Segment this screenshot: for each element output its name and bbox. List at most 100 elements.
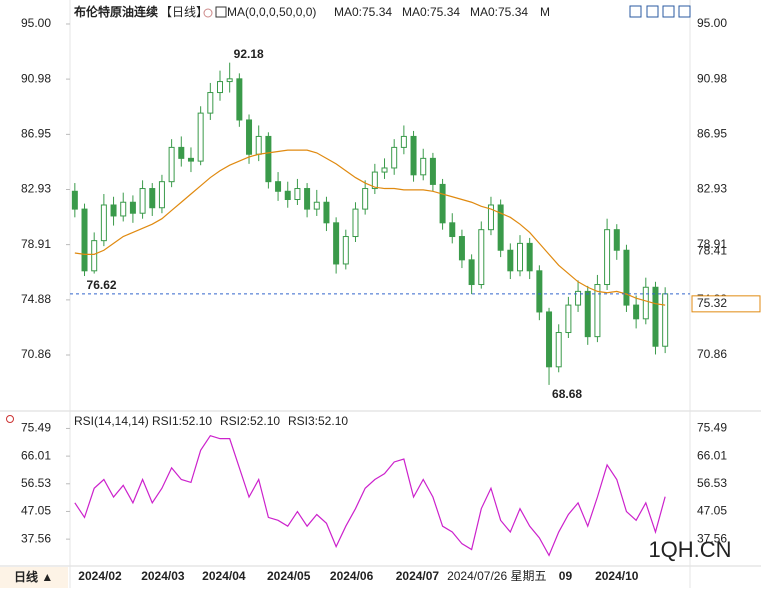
candle-body (381, 167, 388, 173)
last-price-box (691, 295, 761, 313)
period-button[interactable]: 日线 ▲ (14, 569, 53, 584)
y-tick-label: 47.05 (21, 504, 51, 518)
candle-body (371, 171, 378, 190)
ma-label: 78.41 (697, 244, 727, 258)
icon[interactable] (629, 5, 642, 18)
candle-body (304, 188, 311, 210)
icon[interactable] (662, 5, 675, 18)
candle-body (81, 208, 88, 272)
x-tick-label: 2024/02 (78, 569, 122, 583)
indicator: RSI(14,14,14) (74, 414, 149, 428)
legend-item: MA0:75.34 (402, 5, 460, 19)
candle-body (158, 181, 165, 209)
y-tick-label: 95.00 (21, 16, 51, 30)
legend-item: MA0:75.34 (334, 5, 392, 19)
candle-body (120, 201, 127, 217)
candle-body (468, 259, 475, 286)
x-tick-label: 2024/05 (267, 569, 311, 583)
candle-body (584, 290, 591, 338)
y-tick-label-right: 37.56 (697, 531, 727, 545)
y-tick-label-right: 95.00 (697, 16, 727, 30)
candle-body (487, 204, 494, 231)
candle-body (313, 201, 320, 210)
candle-body (284, 190, 291, 201)
candle-body (71, 190, 78, 210)
min-label: 68.68 (552, 387, 582, 401)
candle-body (536, 270, 543, 313)
y-tick-label: 70.86 (21, 347, 51, 361)
icon[interactable] (646, 5, 659, 18)
max-label: 92.18 (234, 47, 264, 61)
candle-body (187, 157, 194, 162)
candle-body (91, 240, 98, 272)
candle-body (207, 92, 214, 114)
candle-body (420, 157, 427, 176)
candle-body (555, 332, 562, 368)
candle-body (507, 249, 514, 272)
add-icon[interactable] (203, 8, 213, 18)
x-tick-label: 09 (559, 569, 573, 583)
toolbar-icons[interactable] (629, 5, 691, 18)
candle-body (429, 157, 436, 185)
last-price-label: 75.32 (697, 296, 727, 310)
y-tick-label: 74.88 (21, 292, 51, 306)
candle-body (623, 249, 630, 306)
candle-body (246, 119, 253, 155)
candle-body (129, 201, 136, 214)
candle-body (149, 188, 156, 209)
candle-body (168, 146, 175, 183)
candle-body (517, 242, 523, 272)
candle-body (265, 135, 272, 183)
candle-body (652, 286, 659, 347)
y-tick-label: 78.91 (21, 237, 51, 251)
candle-body (449, 222, 456, 238)
candle-body (458, 236, 465, 261)
legend-item: RSI3:52.10 (288, 414, 348, 428)
cursor-label-bg (450, 568, 543, 586)
icon[interactable] (678, 5, 691, 18)
candle-body (362, 188, 369, 210)
period-button-bg[interactable] (0, 567, 68, 588)
ma-icon (215, 6, 227, 18)
period: 【日线】 (160, 5, 208, 19)
candle-body (662, 293, 669, 347)
y-tick-label: 90.98 (21, 71, 51, 85)
y-tick-label-right: 86.95 (697, 127, 727, 141)
candle-body (642, 286, 649, 320)
candle-body (613, 229, 620, 251)
candle-body (439, 183, 446, 224)
y-tick-label: 66.01 (21, 448, 51, 462)
min-label: 76.62 (87, 278, 117, 292)
legend-item: MA0:75.34 (470, 5, 528, 19)
legend-item: M (540, 5, 550, 19)
candle-body (526, 242, 533, 272)
candle-body (410, 135, 417, 176)
y-tick-label-right: 82.93 (697, 182, 727, 196)
candle-body (604, 229, 611, 286)
candle-body (323, 201, 330, 224)
x-tick-label: 2024/07 (396, 569, 440, 583)
candle-body (575, 290, 582, 306)
candle-body (478, 229, 485, 286)
candle-body (110, 204, 117, 217)
legend-item: RSI1:52.10 (152, 414, 212, 428)
y-tick-label: 86.95 (21, 127, 51, 141)
x-tick-label: 2024/06 (330, 569, 374, 583)
x-tick-label: 2024/04 (202, 569, 246, 583)
y-tick-label-right: 78.91 (697, 237, 727, 251)
candle-body (352, 208, 359, 238)
rsi-line (74, 435, 666, 557)
candle-body (217, 81, 223, 94)
candle-body (100, 204, 107, 242)
candle-body (139, 188, 146, 214)
candle-body (546, 311, 553, 368)
y-tick-label: 56.53 (21, 476, 51, 490)
candle-body (178, 146, 185, 159)
candle-body (197, 112, 204, 162)
candle-body (342, 236, 349, 265)
candle-body (391, 146, 398, 169)
rsi-icon (6, 415, 14, 423)
y-tick-label-right: 47.05 (697, 504, 727, 518)
y-tick-label-right: 90.98 (697, 71, 727, 85)
cursor-label: 2024/07/26 星期五 (447, 569, 546, 583)
